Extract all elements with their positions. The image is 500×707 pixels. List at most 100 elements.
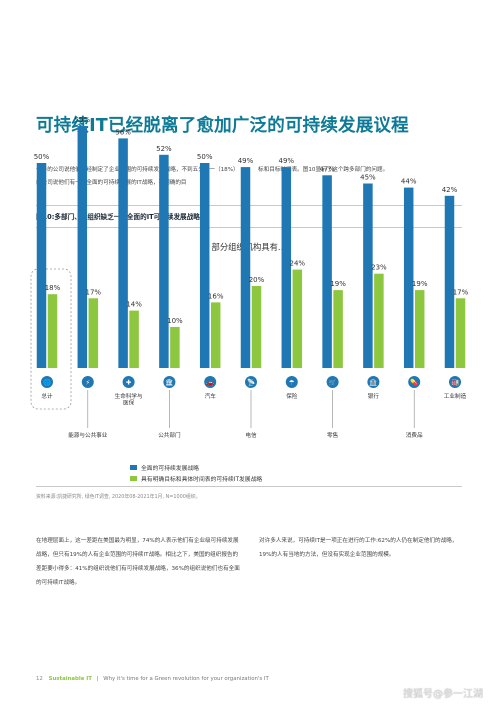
bank-icon-glyph: 🏦 (369, 379, 377, 387)
bar-series1-4 (199, 163, 210, 368)
legend-item-series1: 全面的可持续发展战略 (130, 463, 199, 472)
category-label-5: 电信 (245, 431, 257, 439)
category-label-7: 零售 (327, 431, 339, 439)
legend-swatch-series2 (130, 476, 137, 481)
data-label-series1-3: 52% (156, 145, 172, 153)
figure-title: 图10:多部门、多组织缺乏一个全面的IT可持续发展战略 (36, 213, 200, 221)
data-label-series2-10: 17% (453, 288, 469, 296)
data-label-series2-7: 19% (330, 280, 346, 288)
bar-series1-3 (159, 154, 169, 368)
data-label-series2-3: 10% (167, 317, 183, 325)
body-paragraph-right: 对许多人来说，可持续IT是一项正在进行的工作:62%的人仍在制定他们的战略，19… (259, 538, 458, 558)
intro-paragraph-right: 标和目标时间表。图10显示了这个跨多部门的问题。 (258, 167, 389, 173)
bar-series2-8 (374, 273, 384, 368)
government-building-icon-glyph: 🏛 (165, 379, 173, 387)
category-label-8: 银行 (368, 392, 380, 400)
factory-icon (449, 376, 461, 388)
category-label-3: 公共部门 (158, 431, 181, 439)
bar-series1-2 (118, 138, 128, 368)
bar-series2-4 (210, 302, 221, 368)
legend-item-series2: 具有明确目标和具体时间表的可持续IT发展战略 (130, 474, 262, 483)
satellite-icon-glyph: 📡 (247, 378, 255, 387)
pill-icon-glyph: 💊 (410, 378, 418, 387)
bar-series1-10 (444, 195, 455, 368)
data-label-series2-5: 20% (249, 276, 265, 284)
umbrella-icon-glyph: ☂ (289, 379, 295, 387)
globe-icon-glyph: 🌐 (43, 379, 51, 387)
data-label-series1-2: 56% (115, 128, 131, 136)
data-label-series2-0: 18% (45, 284, 61, 292)
data-label-series1-0: 50% (34, 153, 50, 161)
category-label-1: 能源与公共事业 (68, 431, 108, 439)
category-label-line2-2: 医保 (123, 399, 135, 407)
data-label-series1-1: 59% (75, 116, 91, 124)
power-tower-icon-glyph: ⚡ (86, 379, 91, 387)
data-label-series2-6: 24% (290, 260, 306, 268)
data-label-series1-4: 50% (197, 153, 213, 161)
car-icon-glyph: 🚗 (206, 379, 214, 387)
legend-label-series1: 全面的可持续发展战略 (141, 466, 199, 472)
pill-icon (408, 376, 421, 388)
bar-series1-7 (322, 175, 332, 368)
page-footer: 12 Sustainable IT | Why it's time for a … (36, 676, 269, 682)
category-label-4: 汽车 (205, 392, 217, 400)
power-tower-icon (81, 376, 94, 388)
category-label-0: 总计 (41, 392, 53, 400)
data-label-series1-7: 47% (319, 165, 335, 173)
intro-paragraph-left: 一半的公司说他们已经制定了企业范围的可持续发展战略，不到五分之一（18%）的公司… (36, 167, 239, 186)
page-number: 12 (36, 676, 43, 682)
shopping-cart-icon (326, 376, 339, 388)
data-label-series2-9: 19% (412, 280, 428, 288)
satellite-icon (245, 376, 257, 388)
data-label-series1-6: 49% (279, 157, 295, 165)
car-icon (204, 376, 217, 388)
legend-swatch-series1 (130, 465, 137, 470)
category-label-10: 工业制造 (444, 392, 467, 400)
globe-icon (41, 376, 53, 388)
data-label-series2-1: 17% (86, 288, 102, 296)
footer-brand: Sustainable IT (48, 676, 92, 682)
data-label-series2-2: 14% (126, 301, 142, 309)
category-label-2: 生命科学与医保 (115, 392, 143, 407)
body-paragraph-left: 在地理层面上，这一差距在美国最为明显，74%的人表示他们有企业级可持续发展战略，… (36, 538, 240, 586)
bar-series2-9 (414, 290, 425, 368)
bar-series2-1 (88, 298, 99, 368)
bar-series1-1 (77, 126, 88, 368)
data-label-series1-8: 45% (360, 174, 376, 182)
data-label-series1-5: 49% (238, 157, 254, 165)
bar-chart: 部分组织机构具有....50%18%🌐总计59%17%⚡能源与公共事业56%14… (30, 116, 469, 439)
bar-series1-0 (36, 163, 47, 368)
data-label-series1-10: 42% (442, 186, 458, 194)
bar-series2-3 (170, 327, 180, 368)
data-label-series2-8: 23% (371, 264, 387, 272)
bank-icon (367, 376, 380, 388)
page-title: 可持续IT已经脱离了愈加广泛的可持续发展议程 (36, 116, 409, 136)
data-label-series1-9: 44% (401, 178, 417, 186)
bar-series2-5 (251, 286, 262, 368)
data-label-series2-4: 16% (208, 292, 224, 300)
bar-series2-7 (333, 290, 343, 368)
footer-tagline: Why it's time for a Green revolution for… (103, 676, 269, 682)
source-note: 资料来源:凯捷研究所, 绿色IT调查, 2020年08-2021年1月, N=1… (36, 494, 201, 500)
category-label-line1-2: 生命科学与 (115, 392, 143, 400)
medical-icon (122, 376, 135, 388)
total-highlight-box (30, 268, 72, 410)
footer-separator: | (96, 676, 99, 682)
factory-icon-glyph: 🏭 (451, 379, 459, 387)
umbrella-icon (285, 376, 298, 388)
government-building-icon (163, 376, 176, 388)
shopping-cart-icon-glyph: 🛒 (329, 379, 337, 387)
bar-series2-10 (455, 298, 466, 368)
watermark: 搜狐号@参一江湖 (403, 689, 483, 700)
bar-series1-8 (363, 183, 373, 368)
bar-series1-5 (240, 167, 251, 368)
bar-series2-0 (47, 294, 58, 368)
legend-label-series2: 具有明确目标和具体时间表的可持续IT发展战略 (141, 477, 263, 483)
figure-bottom-rule (36, 486, 462, 487)
category-label-6: 保险 (286, 392, 298, 400)
bar-series2-2 (129, 310, 139, 368)
category-label-9: 消费品 (406, 431, 423, 439)
bar-series1-6 (281, 167, 292, 368)
medical-icon-glyph: ✚ (126, 379, 132, 387)
bar-series1-9 (403, 187, 414, 368)
